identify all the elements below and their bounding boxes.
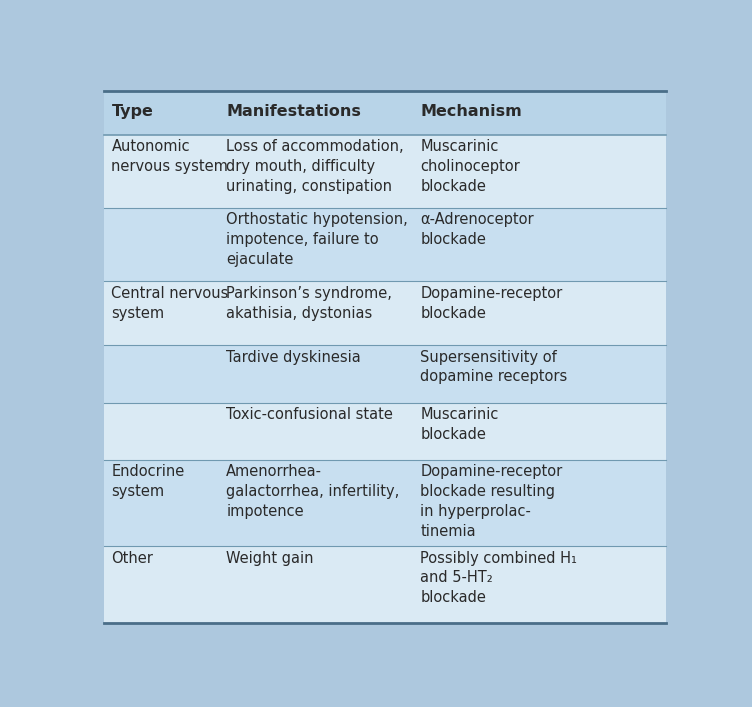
Bar <box>220 546 414 623</box>
Text: Orthostatic hypotension,
impotence, failure to
ejaculate: Orthostatic hypotension, impotence, fail… <box>226 212 408 267</box>
Bar <box>414 403 666 460</box>
Text: Possibly combined H₁
and 5-HT₂
blockade: Possibly combined H₁ and 5-HT₂ blockade <box>420 551 578 605</box>
Text: Amenorrhea-
galactorrhea, infertility,
impotence: Amenorrhea- galactorrhea, infertility, i… <box>226 464 399 519</box>
Text: Muscarinic
blockade: Muscarinic blockade <box>420 407 499 442</box>
Text: Parkinson’s syndrome,
akathisia, dystonias: Parkinson’s syndrome, akathisia, dystoni… <box>226 286 393 320</box>
Bar <box>220 460 414 546</box>
Bar <box>105 546 220 623</box>
Text: Dopamine-receptor
blockade resulting
in hyperprolac-
tinemia: Dopamine-receptor blockade resulting in … <box>420 464 562 539</box>
Bar <box>414 460 666 546</box>
Bar <box>105 208 220 281</box>
Bar <box>414 281 666 345</box>
Text: Tardive dyskinesia: Tardive dyskinesia <box>226 349 361 365</box>
Text: Dopamine-receptor
blockade: Dopamine-receptor blockade <box>420 286 562 320</box>
Bar <box>220 345 414 403</box>
Text: Supersensitivity of
dopamine receptors: Supersensitivity of dopamine receptors <box>420 349 568 385</box>
Text: Autonomic
nervous system: Autonomic nervous system <box>111 139 229 174</box>
Bar <box>105 460 220 546</box>
Text: Endocrine
system: Endocrine system <box>111 464 185 499</box>
Bar <box>414 208 666 281</box>
Bar <box>105 403 220 460</box>
Text: Type: Type <box>111 103 153 119</box>
Bar <box>220 403 414 460</box>
Bar <box>414 345 666 403</box>
Bar <box>414 91 666 135</box>
Text: Loss of accommodation,
dry mouth, difficulty
urinating, constipation: Loss of accommodation, dry mouth, diffic… <box>226 139 404 194</box>
Bar <box>220 208 414 281</box>
Text: Mechanism: Mechanism <box>420 103 522 119</box>
Bar <box>105 135 220 208</box>
Bar <box>414 546 666 623</box>
Text: Other: Other <box>111 551 153 566</box>
Bar <box>220 281 414 345</box>
Bar <box>414 135 666 208</box>
Bar <box>105 91 220 135</box>
Text: Weight gain: Weight gain <box>226 551 314 566</box>
Bar <box>105 281 220 345</box>
Text: Muscarinic
cholinoceptor
blockade: Muscarinic cholinoceptor blockade <box>420 139 520 194</box>
Bar <box>220 91 414 135</box>
Text: Manifestations: Manifestations <box>226 103 361 119</box>
Text: Toxic-confusional state: Toxic-confusional state <box>226 407 393 422</box>
Bar <box>105 345 220 403</box>
Text: Central nervous
system: Central nervous system <box>111 286 229 320</box>
Bar <box>220 135 414 208</box>
Text: α-Adrenoceptor
blockade: α-Adrenoceptor blockade <box>420 212 534 247</box>
